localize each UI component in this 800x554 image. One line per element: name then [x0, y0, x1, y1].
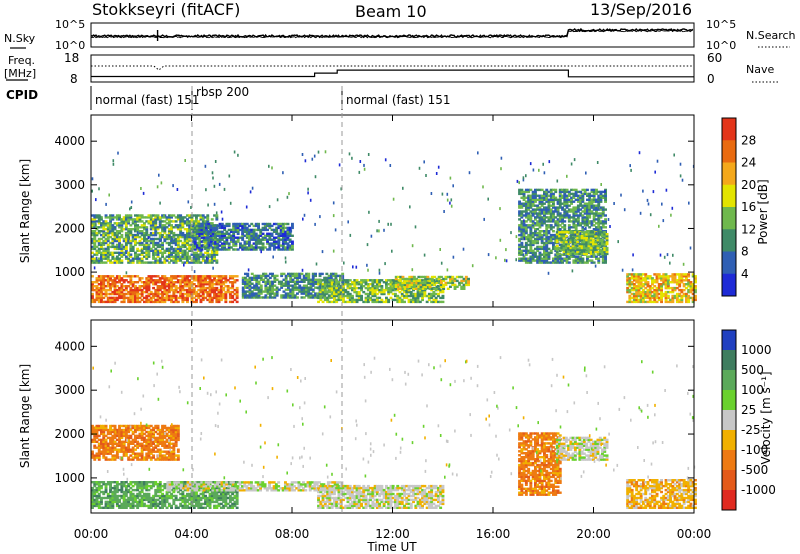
radar-title: Stokkseyri (fitACF): [92, 0, 240, 19]
nsky-top-tick: 10^5: [55, 18, 85, 31]
power-colorbar: 28 24 20 16 12 8 4: [721, 117, 756, 297]
velocity-colorbar: 1000 500 100 25 -25 -100 -500 -1000: [721, 329, 776, 511]
colorbar-swatch: [722, 207, 736, 230]
ytick-label: 1000: [54, 471, 85, 485]
velocity-plot-bg: [91, 320, 694, 513]
noise-panel-frame: [90, 22, 695, 48]
velocity-colorbar-label: Velocity [m s⁻¹]: [759, 371, 773, 464]
colorbar-swatch: [722, 350, 736, 371]
nsearch-top-tick: 10^5: [706, 18, 736, 31]
nave-bottom-tick: 0: [707, 72, 715, 86]
colorbar-tick: -25: [741, 423, 761, 437]
xtick-label: 16:00: [476, 527, 511, 541]
power-colorbar-label: Power [dB]: [756, 179, 770, 244]
colorbar-frame: [721, 117, 737, 297]
nave-series: [91, 65, 694, 71]
cpid-segment-2: rbsp 200: [196, 85, 249, 99]
ytick-label: 2000: [54, 221, 85, 235]
colorbar-swatch: [722, 370, 736, 391]
colorbar-swatch: [722, 470, 736, 491]
xtick-label: 12:00: [375, 527, 410, 541]
nsearch-label: N.Search: [746, 29, 796, 42]
colorbar-swatch: [722, 118, 736, 141]
colorbar-tick: 500: [741, 363, 764, 377]
colorbar-swatch: [722, 390, 736, 411]
freq-panel-frame: [90, 54, 695, 83]
nave-label: Nave: [746, 63, 774, 76]
xtick-label: 08:00: [275, 527, 310, 541]
colorbar-tick: 100: [741, 383, 764, 397]
colorbar-tick: -100: [741, 443, 768, 457]
nsearch-bottom-tick: 10^0: [706, 39, 736, 52]
cpid-label: CPID: [6, 88, 38, 102]
colorbar-tick: 24: [741, 156, 756, 170]
colorbar-swatch: [722, 450, 736, 471]
colorbar-tick: 20: [741, 178, 756, 192]
colorbar-frame: [721, 329, 737, 511]
time-axis-label: Time UT: [366, 540, 417, 554]
colorbar-tick: 4: [741, 267, 749, 281]
colorbar-tick: 1000: [741, 343, 772, 357]
time-axis: 00:00 04:00 08:00 12:00 16:00 20:00 00:00: [74, 115, 712, 541]
colorbar-swatch: [722, 430, 736, 451]
xtick-label: 00:00: [677, 527, 712, 541]
nsky-bottom-tick: 10^0: [55, 39, 85, 52]
colorbar-swatch: [722, 410, 736, 431]
colorbar-tick: -500: [741, 463, 768, 477]
xtick-label: 04:00: [174, 527, 209, 541]
colorbar-swatch: [722, 140, 736, 163]
freq-top-tick: 18: [64, 51, 79, 65]
velocity-ylabel: Slant Range [km]: [18, 364, 32, 468]
colorbar-tick: -1000: [741, 483, 776, 497]
xtick-label: 20:00: [576, 527, 611, 541]
ytick-label: 1000: [54, 265, 85, 279]
ytick-label: 4000: [54, 134, 85, 148]
colorbar-swatch: [722, 330, 736, 351]
frequency-series: [91, 69, 694, 78]
freq-label: Freq.: [8, 54, 35, 67]
colorbar-swatch: [722, 273, 736, 297]
colorbar-swatch: [722, 490, 736, 511]
power-yticks: 1000 2000 3000 4000: [54, 134, 694, 279]
colorbar-tick: 28: [741, 133, 756, 147]
velocity-yticks: 1000 2000 3000 4000: [54, 339, 694, 485]
colorbar-swatch: [722, 184, 736, 208]
velocity-heatmap: [91, 356, 697, 509]
nsearch-series: [91, 29, 693, 39]
colorbar-tick: 25: [741, 403, 756, 417]
beam-title: Beam 10: [355, 2, 427, 21]
ytick-label: 2000: [54, 427, 85, 441]
power-heatmap: [91, 150, 697, 304]
ytick-label: 4000: [54, 339, 85, 353]
freq-unit: [MHz]: [4, 67, 36, 80]
nave-top-tick: 60: [707, 51, 722, 65]
ytick-label: 3000: [54, 178, 85, 192]
colorbar-swatch: [722, 229, 736, 252]
colorbar-swatch: [722, 251, 736, 275]
date-title: 13/Sep/2016: [590, 0, 692, 19]
colorbar-tick: 12: [741, 222, 756, 236]
ytick-label: 3000: [54, 383, 85, 397]
colorbar-swatch: [722, 162, 736, 186]
colorbar-tick: 8: [741, 245, 749, 259]
xtick-label: 00:00: [74, 527, 109, 541]
freq-bottom-tick: 8: [70, 72, 78, 86]
colorbar-tick: 16: [741, 200, 756, 214]
power-ylabel: Slant Range [km]: [18, 159, 32, 263]
cpid-segment-3: normal (fast) 151: [346, 93, 450, 107]
cpid-segment-1: normal (fast) 151: [95, 93, 199, 107]
nsky-label: N.Sky: [4, 32, 36, 45]
